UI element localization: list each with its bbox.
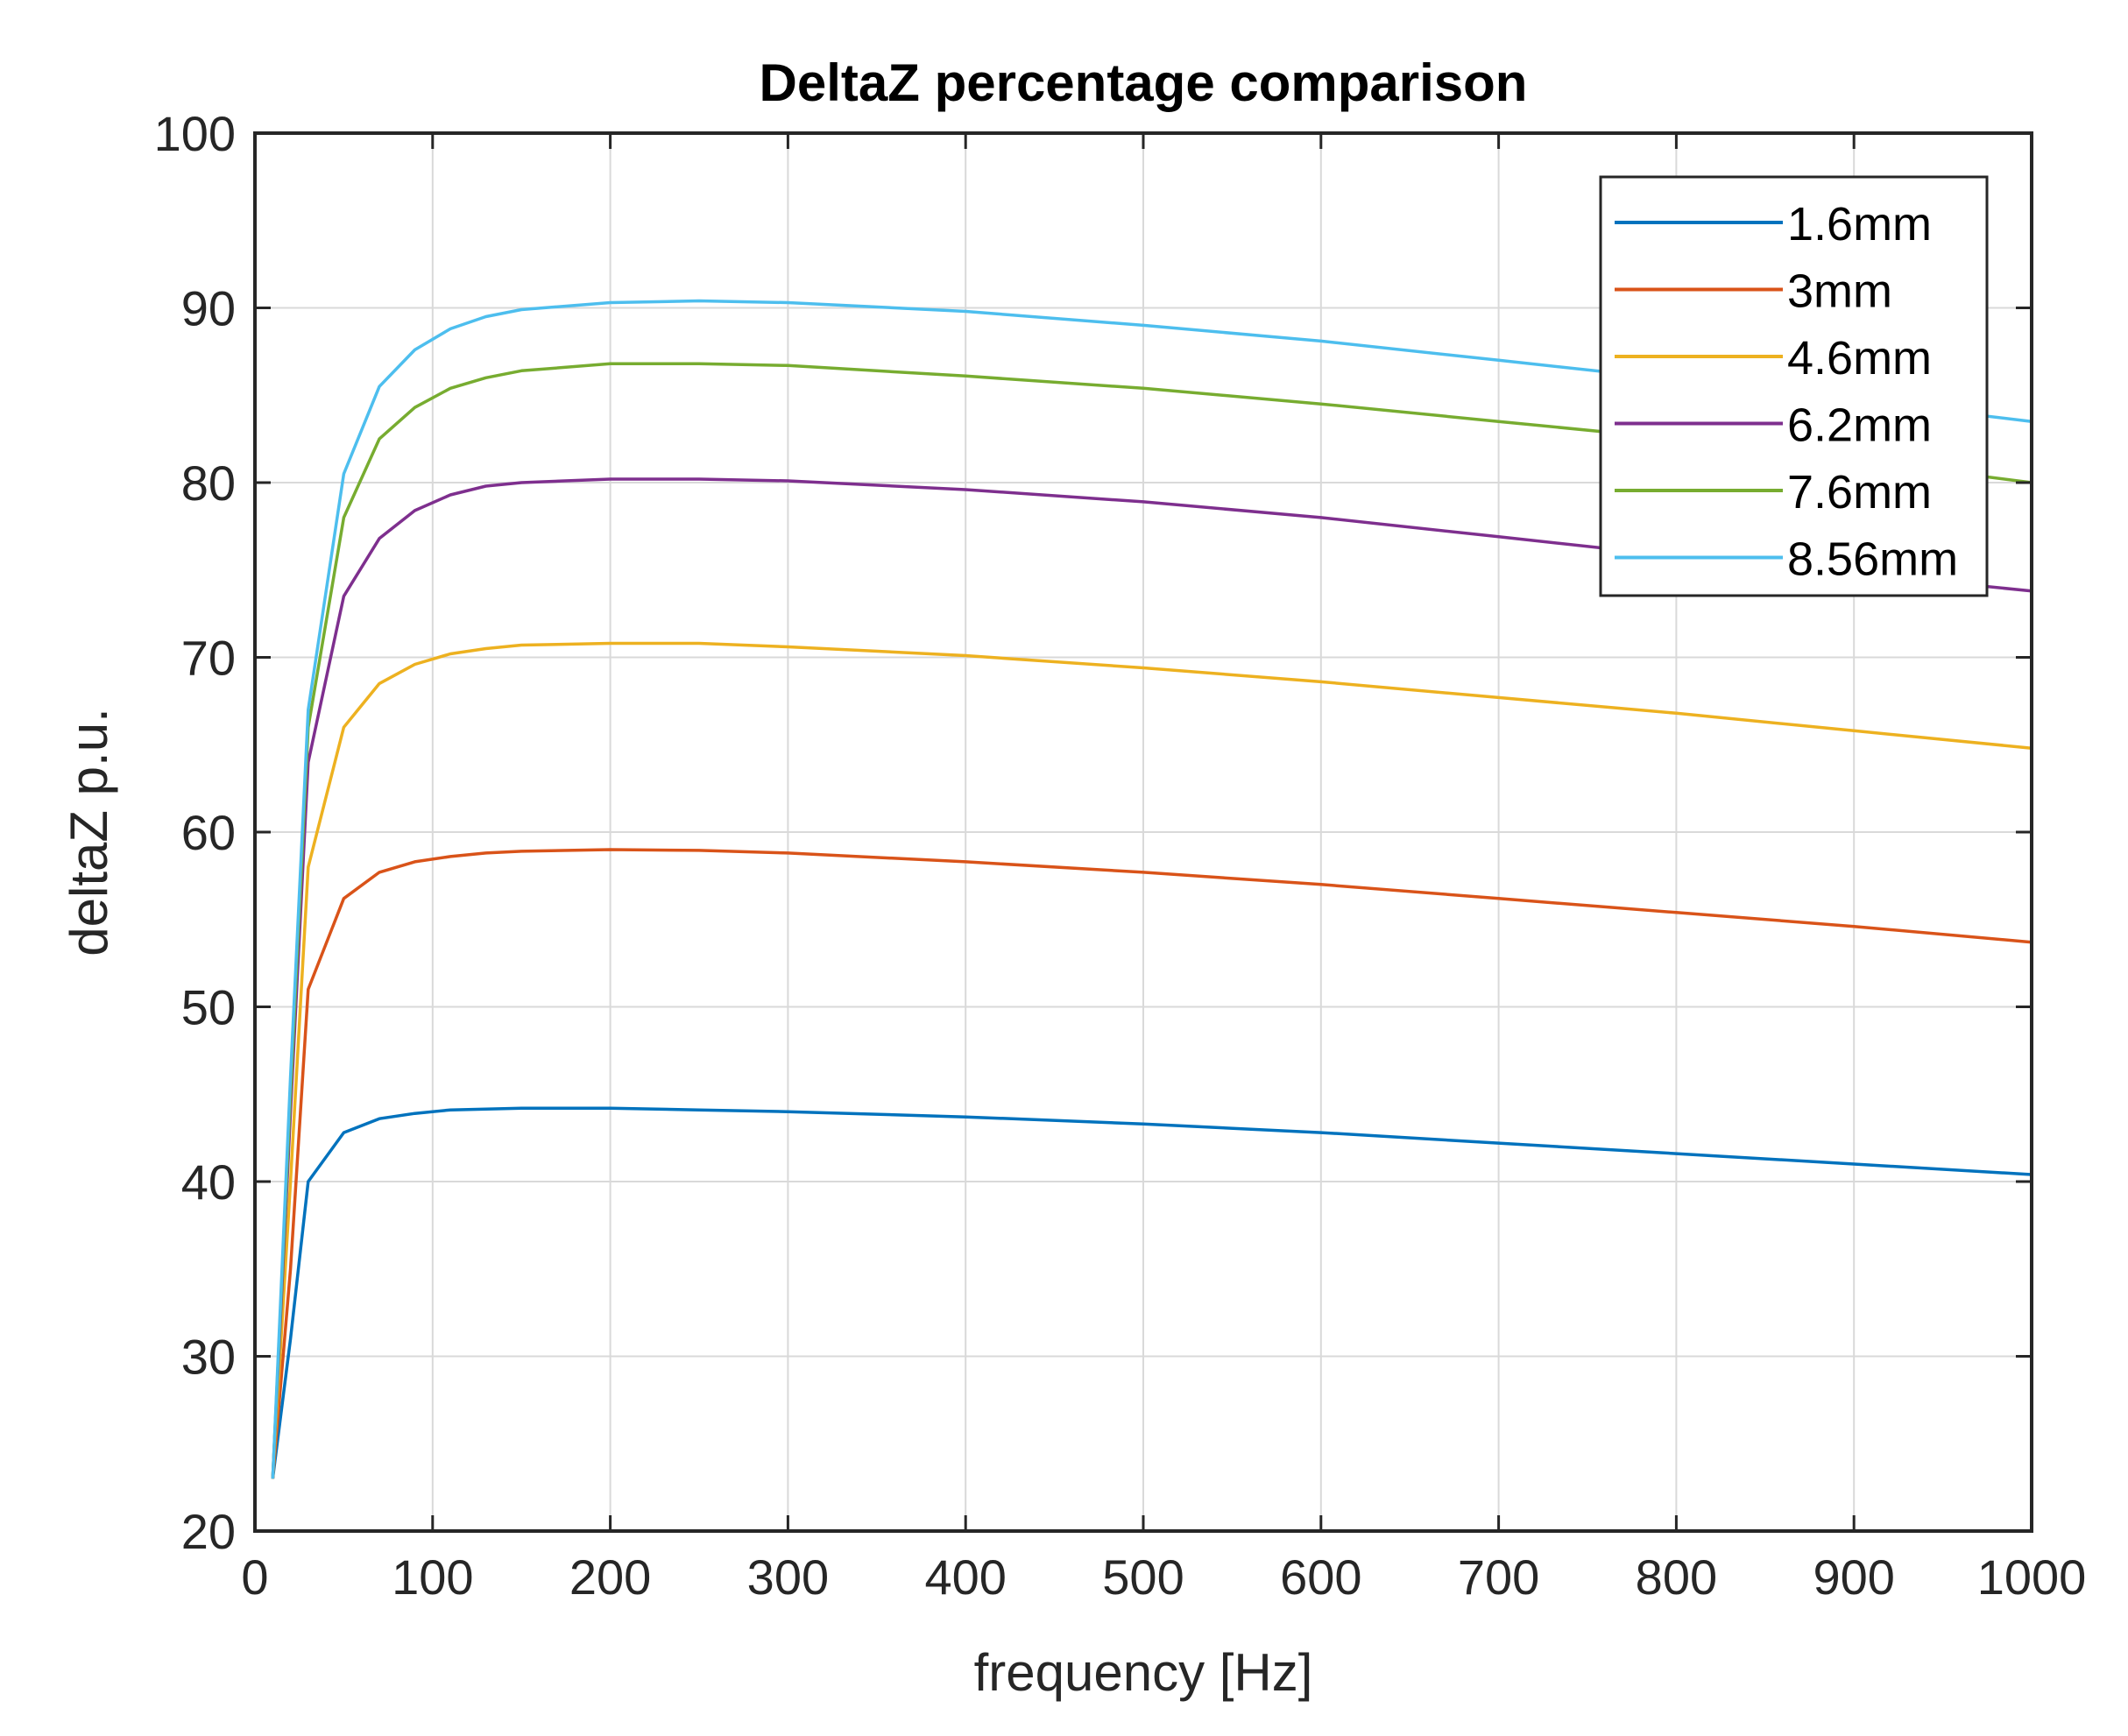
legend-label: 8.56mm bbox=[1787, 533, 1958, 586]
legend-items: 1.6mm 3mm 4.6mm 6.2mm 7.6mm 8.56mm bbox=[1615, 198, 1958, 586]
legend[interactable]: 1.6mm 3mm 4.6mm 6.2mm 7.6mm 8.56mm bbox=[1599, 175, 1989, 597]
legend-item-1.6mm[interactable]: 1.6mm bbox=[1615, 198, 1932, 251]
series-line-3mm bbox=[271, 848, 2033, 1479]
y-axis-label: deltaZ p.u. bbox=[60, 708, 118, 956]
legend-item-6.2mm[interactable]: 6.2mm bbox=[1615, 399, 1932, 452]
x-tick-label: 100 bbox=[392, 1549, 473, 1605]
y-tick-label: 70 bbox=[181, 631, 236, 686]
legend-label: 4.6mm bbox=[1787, 332, 1932, 385]
y-tick-label: 60 bbox=[181, 805, 236, 860]
series-line-4.6mm bbox=[271, 641, 2033, 1479]
x-tick-labels: 0 100 200 300 400 500 600 700 800 900 1000 bbox=[241, 1549, 2086, 1605]
legend-item-3mm[interactable]: 3mm bbox=[1615, 265, 1892, 318]
x-tick-label: 700 bbox=[1458, 1549, 1539, 1605]
series-line-7.6mm bbox=[271, 362, 2033, 1479]
legend-label: 6.2mm bbox=[1787, 399, 1932, 452]
axis-ticks bbox=[253, 131, 2033, 1533]
chart-title: DeltaZ percentage comparison bbox=[760, 53, 1528, 112]
y-tick-label: 80 bbox=[181, 455, 236, 511]
x-tick-label: 1000 bbox=[1977, 1549, 2087, 1605]
legend-item-4.6mm[interactable]: 4.6mm bbox=[1615, 332, 1932, 385]
x-tick-label: 500 bbox=[1102, 1549, 1184, 1605]
y-tick-label: 100 bbox=[154, 106, 236, 161]
x-tick-label: 300 bbox=[747, 1549, 829, 1605]
x-tick-label: 400 bbox=[924, 1549, 1006, 1605]
legend-label: 7.6mm bbox=[1787, 466, 1932, 519]
y-tick-label: 30 bbox=[181, 1330, 236, 1385]
legend-item-8.56mm[interactable]: 8.56mm bbox=[1615, 533, 1958, 586]
x-tick-label: 200 bbox=[569, 1549, 651, 1605]
x-axis-label: frequency [Hz] bbox=[974, 1643, 1313, 1702]
y-tick-labels: 20 30 40 50 60 70 80 90 100 bbox=[154, 106, 236, 1559]
series-line-1.6mm bbox=[271, 1106, 2033, 1479]
legend-label: 3mm bbox=[1787, 265, 1892, 318]
series-lines bbox=[271, 299, 2033, 1479]
series-line-6.2mm bbox=[271, 477, 2033, 1479]
legend-item-7.6mm[interactable]: 7.6mm bbox=[1615, 466, 1932, 519]
y-tick-label: 40 bbox=[181, 1154, 236, 1210]
x-tick-label: 0 bbox=[241, 1549, 268, 1605]
y-tick-label: 20 bbox=[181, 1504, 236, 1559]
y-tick-label: 90 bbox=[181, 281, 236, 336]
legend-label: 1.6mm bbox=[1787, 198, 1932, 251]
series-line-8.56mm bbox=[271, 299, 2033, 1479]
x-tick-label: 900 bbox=[1813, 1549, 1894, 1605]
x-tick-label: 600 bbox=[1280, 1549, 1361, 1605]
legend-box bbox=[1599, 175, 1989, 597]
x-tick-label: 800 bbox=[1636, 1549, 1717, 1605]
y-tick-label: 50 bbox=[181, 980, 236, 1035]
